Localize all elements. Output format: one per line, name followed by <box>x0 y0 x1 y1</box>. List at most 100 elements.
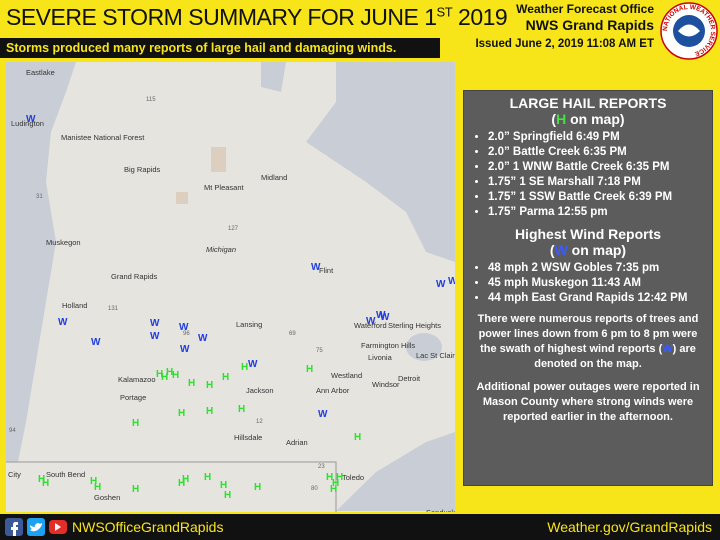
road-label: 115 <box>146 97 156 103</box>
road-label: 80 <box>311 486 318 492</box>
place-label: Sandusky <box>426 508 455 512</box>
title: SEVERE STORM SUMMARY FOR JUNE 1ST 2019 <box>6 4 508 31</box>
subtitle: Storms produced many reports of large ha… <box>0 38 440 58</box>
hail-report: 1.75” 1 SE Marshall 7:18 PM <box>488 176 704 188</box>
wind-marker: W <box>248 359 258 370</box>
place-label: Toledo <box>342 473 364 482</box>
hail-marker: H <box>182 474 189 485</box>
office: Weather Forecast Office <box>516 2 654 16</box>
hail-marker: H <box>90 476 97 487</box>
place-label: Michigan <box>206 245 236 254</box>
hail-marker: H <box>42 478 49 489</box>
issued: Issued June 2, 2019 11:08 AM ET <box>475 38 654 50</box>
hail-title: LARGE HAIL REPORTS <box>509 95 667 111</box>
key-text: on map) <box>566 111 625 127</box>
hail-report: 2.0” Battle Creek 6:35 PM <box>488 146 704 158</box>
wind-marker: W <box>179 322 189 333</box>
hail-key: (H on map) <box>472 111 704 127</box>
hail-marker: H <box>172 370 179 381</box>
place-label: Manistee National Forest <box>61 133 145 142</box>
wind-report: 48 mph 2 WSW Gobles 7:35 pm <box>488 262 704 274</box>
key-symbol: H <box>556 111 567 127</box>
place-label: Eastlake <box>26 68 55 77</box>
hail-report: 1.75” Parma 12:55 pm <box>488 206 704 218</box>
hail-list: 2.0” Springfield 6:49 PM 2.0” Battle Cree… <box>472 131 704 218</box>
key-symbol: W <box>554 242 568 258</box>
place-label: Flint <box>319 266 334 275</box>
hail-marker: H <box>188 378 195 389</box>
wind-marker: W <box>180 344 190 355</box>
place-label: Muskegon <box>46 238 81 247</box>
place-label: Lac St Clair <box>416 351 455 360</box>
wind-marker: W <box>376 310 386 321</box>
place-label: South Bend <box>46 470 85 479</box>
hail-marker: H <box>38 474 45 485</box>
hail-marker: H <box>326 472 333 483</box>
note: There were numerous reports of trees and… <box>472 312 704 372</box>
hail-marker: H <box>332 478 339 489</box>
wind-marker: W <box>366 316 376 327</box>
wind-list: 48 mph 2 WSW Gobles 7:35 pm 45 mph Muskeg… <box>472 262 704 304</box>
note-text: There were numerous reports of trees and… <box>477 313 699 355</box>
road-label: 94 <box>9 428 16 434</box>
hail-marker: H <box>220 480 227 491</box>
hail-marker: H <box>224 490 231 501</box>
hail-marker: H <box>206 406 213 417</box>
hail-marker: H <box>178 408 185 419</box>
place-label: Sterling Heights <box>388 321 441 330</box>
wind-marker: W <box>26 114 36 125</box>
wind-key: (W on map) <box>472 242 704 258</box>
place-label: Mt Pleasant <box>204 183 245 192</box>
map: Eastlake Ludington Manistee National Fores… <box>6 62 455 512</box>
hail-report: 2.0” 1 WNW Battle Creek 6:35 PM <box>488 161 704 173</box>
title-text: SEVERE STORM SUMMARY FOR JUNE 1 <box>6 4 437 30</box>
place-label: Holland <box>62 301 87 310</box>
place-label: Westland <box>331 371 362 380</box>
place-label: City <box>8 470 21 479</box>
road-label: 69 <box>289 331 296 337</box>
place-label: Lansing <box>236 320 262 329</box>
hail-marker: H <box>222 372 229 383</box>
wind-marker: W <box>58 317 68 328</box>
wind-marker: W <box>380 312 390 323</box>
place-label: Detroit <box>398 374 421 383</box>
note: Additional power outages were reported i… <box>476 381 700 423</box>
hail-marker: H <box>306 364 313 375</box>
report-panel: LARGE HAIL REPORTS (H on map) 2.0” Sprin… <box>463 90 713 486</box>
wind-marker: W <box>150 331 160 342</box>
hail-marker: H <box>238 404 245 415</box>
road-label: 12 <box>256 419 263 425</box>
hail-marker: H <box>178 478 185 489</box>
hail-report: 1.75” 1 SSW Battle Creek 6:39 PM <box>488 191 704 203</box>
footer: NWSOfficeGrandRapids Weather.gov/GrandRa… <box>0 514 720 540</box>
website: Weather.gov/GrandRapids <box>547 519 712 535</box>
place-label: Waterford <box>354 321 387 330</box>
wind-marker: W <box>311 262 321 273</box>
wind-marker: W <box>436 279 446 290</box>
wind-report: 44 mph East Grand Rapids 12:42 PM <box>488 292 704 304</box>
title-text: 2019 <box>452 4 508 30</box>
wind-marker: W <box>150 318 160 329</box>
hail-marker: H <box>254 482 261 493</box>
key-text: on map) <box>567 242 627 258</box>
road-label: 31 <box>36 194 43 200</box>
office-name: NWS Grand Rapids <box>525 17 654 33</box>
hail-marker: H <box>354 432 361 443</box>
logo: NATIONAL WEATHER SERVICE <box>660 2 718 60</box>
wind-marker: W <box>318 409 328 420</box>
place-label: Ann Arbor <box>316 386 350 395</box>
hail-marker: H <box>206 380 213 391</box>
title-sup: ST <box>436 4 453 20</box>
hail-marker: H <box>156 369 163 380</box>
wind-marker: W <box>91 337 101 348</box>
place-label: Big Rapids <box>124 165 161 174</box>
road-label: 127 <box>228 226 239 232</box>
road-label: 131 <box>108 306 119 312</box>
place-label: Farmington Hills <box>361 341 415 350</box>
place-label: Midland <box>261 173 287 182</box>
hail-report: 2.0” Springfield 6:49 PM <box>488 131 704 143</box>
wind-report: 45 mph Muskegon 11:43 AM <box>488 277 704 289</box>
place-label: Kalamazoo <box>118 375 156 384</box>
note-text: ) are denoted on the map. <box>534 343 696 370</box>
